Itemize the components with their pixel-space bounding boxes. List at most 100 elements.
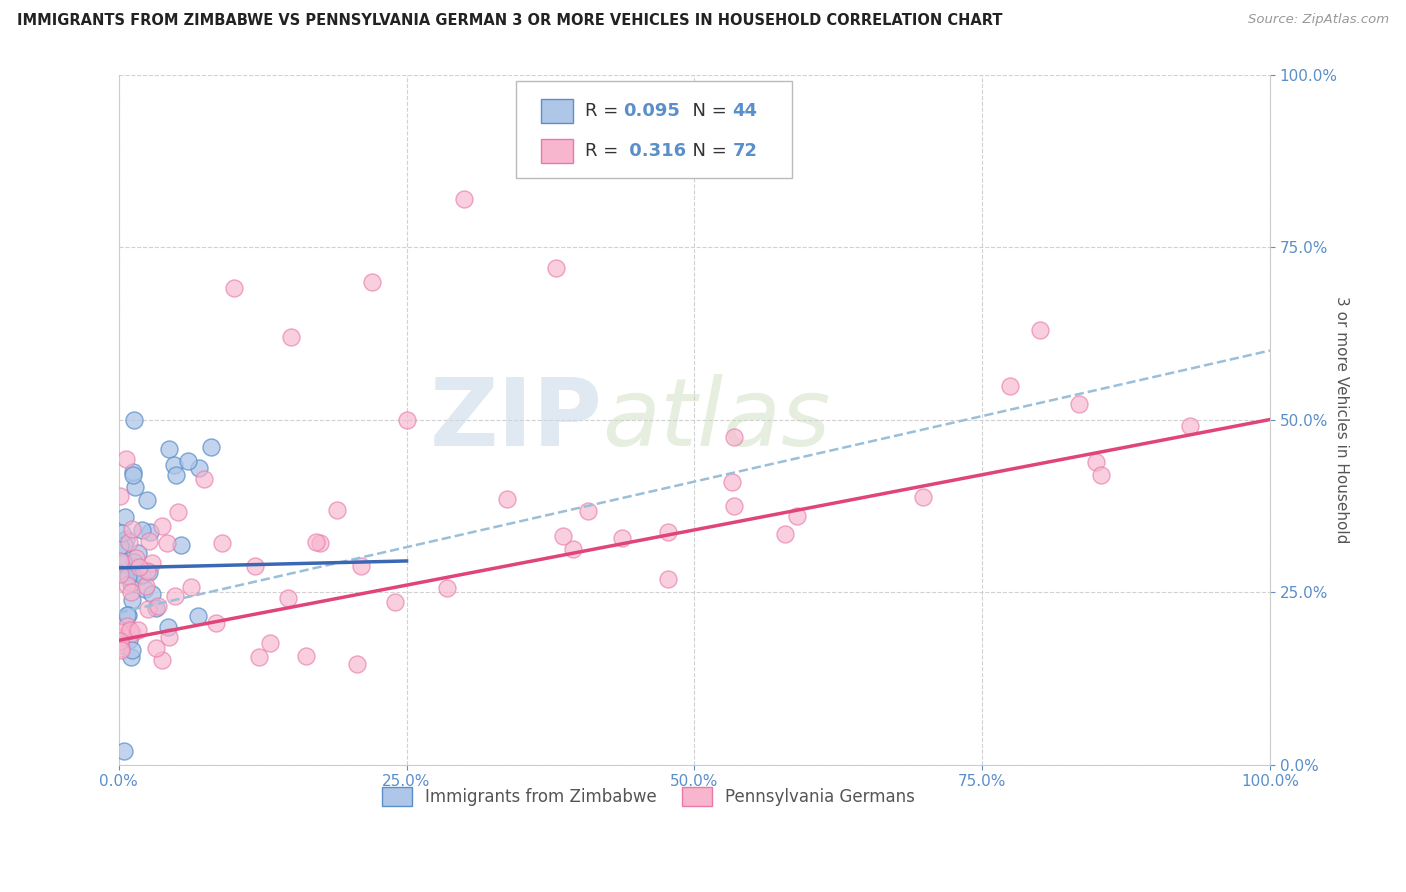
- Point: [723, 429, 745, 443]
- Point: [157, 630, 180, 644]
- Point: [110, 566, 132, 581]
- Point: [247, 649, 270, 664]
- Text: atlas: atlas: [602, 374, 831, 465]
- Text: N =: N =: [681, 142, 733, 160]
- Point: [721, 475, 744, 489]
- Bar: [541, 138, 574, 163]
- Point: [117, 569, 139, 583]
- Point: [114, 744, 136, 758]
- Point: [786, 508, 808, 523]
- Point: [111, 526, 134, 541]
- Point: [1090, 467, 1112, 482]
- Point: [200, 440, 222, 454]
- Point: [395, 412, 418, 426]
- Point: [346, 657, 368, 672]
- Point: [145, 601, 167, 615]
- Point: [122, 465, 145, 479]
- Point: [139, 524, 162, 539]
- Text: R =: R =: [585, 102, 624, 120]
- Bar: [541, 99, 574, 123]
- Point: [1085, 455, 1108, 469]
- Point: [120, 575, 142, 590]
- Point: [110, 630, 132, 644]
- Point: [350, 558, 373, 573]
- Point: [551, 529, 574, 543]
- Point: [122, 559, 145, 574]
- Point: [121, 642, 143, 657]
- Point: [1067, 397, 1090, 411]
- Point: [222, 281, 245, 295]
- Text: R =: R =: [585, 142, 624, 160]
- Point: [120, 585, 142, 599]
- Point: [453, 192, 475, 206]
- Point: [205, 615, 228, 630]
- Point: [117, 608, 139, 623]
- Point: [145, 640, 167, 655]
- Point: [118, 624, 141, 638]
- Point: [156, 535, 179, 549]
- Point: [121, 593, 143, 607]
- Point: [108, 634, 131, 648]
- Point: [612, 531, 634, 545]
- Point: [115, 619, 138, 633]
- Point: [115, 607, 138, 622]
- Point: [163, 458, 186, 472]
- Point: [114, 509, 136, 524]
- Point: [121, 625, 143, 640]
- Point: [141, 587, 163, 601]
- Point: [1028, 323, 1050, 337]
- Point: [309, 536, 332, 550]
- Text: 0.316: 0.316: [623, 142, 686, 160]
- Point: [118, 633, 141, 648]
- Point: [657, 524, 679, 539]
- Point: [136, 492, 159, 507]
- Legend: Immigrants from Zimbabwe, Pennsylvania Germans: Immigrants from Zimbabwe, Pennsylvania G…: [374, 779, 924, 814]
- Point: [150, 518, 173, 533]
- Point: [122, 412, 145, 426]
- Text: 44: 44: [733, 102, 758, 120]
- Point: [112, 537, 135, 551]
- Text: ZIP: ZIP: [429, 374, 602, 466]
- Point: [361, 275, 384, 289]
- Point: [108, 489, 131, 503]
- Point: [124, 566, 146, 580]
- Point: [118, 535, 141, 549]
- Point: [193, 472, 215, 486]
- Point: [170, 538, 193, 552]
- Point: [157, 442, 180, 456]
- Point: [148, 599, 170, 613]
- Point: [167, 505, 190, 519]
- Point: [211, 536, 233, 550]
- Text: 0.095: 0.095: [623, 102, 681, 120]
- Point: [121, 468, 143, 483]
- Point: [157, 620, 180, 634]
- Point: [110, 640, 132, 655]
- Point: [114, 452, 136, 467]
- Point: [122, 555, 145, 569]
- Point: [384, 595, 406, 609]
- Y-axis label: 3 or more Vehicles in Household: 3 or more Vehicles in Household: [1334, 296, 1348, 543]
- Point: [108, 638, 131, 652]
- Point: [1178, 419, 1201, 434]
- Point: [187, 608, 209, 623]
- Point: [495, 491, 517, 506]
- Point: [723, 499, 745, 513]
- Point: [136, 602, 159, 616]
- Point: [180, 580, 202, 594]
- Point: [108, 539, 131, 553]
- Point: [326, 503, 349, 517]
- Text: IMMIGRANTS FROM ZIMBABWE VS PENNSYLVANIA GERMAN 3 OR MORE VEHICLES IN HOUSEHOLD : IMMIGRANTS FROM ZIMBABWE VS PENNSYLVANIA…: [17, 13, 1002, 29]
- Point: [131, 568, 153, 582]
- Point: [163, 590, 186, 604]
- Point: [280, 329, 302, 343]
- Point: [657, 573, 679, 587]
- Point: [305, 535, 328, 549]
- Point: [108, 566, 131, 581]
- Point: [546, 260, 568, 275]
- Point: [165, 467, 187, 482]
- Point: [150, 653, 173, 667]
- Point: [108, 625, 131, 640]
- Point: [138, 534, 160, 549]
- FancyBboxPatch shape: [516, 81, 792, 178]
- Point: [110, 553, 132, 567]
